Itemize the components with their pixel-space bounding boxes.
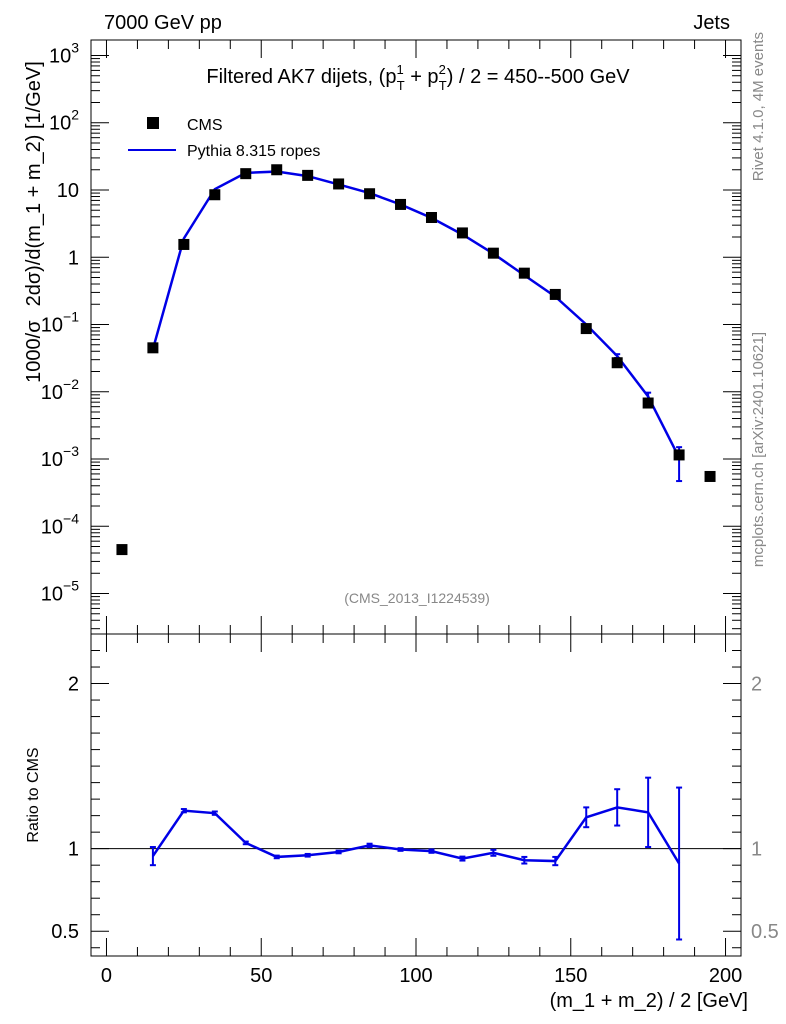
title-sub2: T bbox=[439, 78, 447, 93]
xtick-label: 150 bbox=[554, 965, 587, 987]
legend-label-cms: CMS bbox=[187, 117, 223, 134]
ratio-axis-ticks: 0.5 0.5 1 1 2 2 0 50 100 150 200 bbox=[51, 634, 779, 987]
cms-data-point bbox=[240, 168, 252, 180]
pythia-curve bbox=[151, 170, 681, 459]
main-ytick-base: 10 bbox=[41, 584, 63, 606]
cms-data-point bbox=[364, 188, 376, 200]
xtick-label: 200 bbox=[709, 965, 742, 987]
main-ytick-label: 10−2 bbox=[41, 376, 79, 404]
cms-data-point bbox=[116, 544, 128, 556]
cms-data-point bbox=[209, 189, 221, 201]
ratio-ytick-label-right: 2 bbox=[751, 674, 762, 696]
cms-data-point bbox=[518, 267, 530, 279]
title-prefix: Filtered AK7 dijets, (p bbox=[206, 66, 396, 88]
legend-marker-cms bbox=[147, 117, 159, 129]
ratio-curve bbox=[151, 806, 681, 865]
cms-data-layer bbox=[116, 164, 716, 556]
cms-data-point bbox=[302, 169, 314, 181]
analysis-tag: (CMS_2013_I1224539) bbox=[344, 590, 490, 606]
pythia-curve-layer bbox=[151, 170, 683, 483]
cms-data-point bbox=[456, 227, 468, 239]
main-ytick-base: 10 bbox=[49, 113, 71, 135]
ratio-ylabel: Ratio to CMS bbox=[25, 747, 42, 842]
main-ytick-label: 10 bbox=[57, 180, 79, 202]
main-ytick-exp: −5 bbox=[63, 578, 79, 594]
ratio-ytick-label-left: 2 bbox=[68, 674, 79, 696]
cms-data-point bbox=[580, 323, 592, 335]
main-ytick-label: 103 bbox=[49, 39, 79, 67]
title-suffix: ) / 2 = 450--500 GeV bbox=[447, 66, 631, 88]
main-ytick-base: 10 bbox=[41, 382, 63, 404]
main-ytick-exp: −3 bbox=[63, 443, 79, 459]
main-ytick-exp: 3 bbox=[71, 39, 79, 55]
xtick-label: 50 bbox=[250, 965, 272, 987]
ratio-ytick-label-right: 1 bbox=[751, 839, 762, 861]
rivet-label: Rivet 4.1.0, 4M events bbox=[750, 32, 767, 181]
main-ytick-label: 10−5 bbox=[41, 578, 79, 606]
main-ytick-exp: −1 bbox=[63, 309, 79, 325]
main-ytick-base: 10 bbox=[49, 45, 71, 67]
ratio-ytick-label-left: 1 bbox=[68, 839, 79, 861]
cms-data-point bbox=[333, 178, 345, 190]
cms-data-point bbox=[673, 449, 685, 461]
main-ytick-label: 10−4 bbox=[41, 510, 79, 538]
main-ytick-exp: −2 bbox=[63, 376, 79, 392]
cms-data-point bbox=[178, 238, 190, 250]
main-ytick-label: 10−1 bbox=[41, 309, 79, 337]
ratio-ytick-label-left: 0.5 bbox=[51, 921, 79, 943]
header-right: Jets bbox=[693, 12, 730, 34]
main-ytick-label: 1 bbox=[68, 247, 79, 269]
main-ytick-base: 10 bbox=[41, 516, 63, 538]
legend-label-pythia: Pythia 8.315 ropes bbox=[187, 143, 320, 160]
xtick-label: 100 bbox=[399, 965, 432, 987]
main-ytick-base: 1 bbox=[68, 247, 79, 269]
cms-data-point bbox=[425, 212, 437, 224]
title-sup2: 2 bbox=[439, 62, 446, 77]
main-ytick-label: 102 bbox=[49, 107, 79, 135]
main-ytick-base: 10 bbox=[41, 315, 63, 337]
title-sub1: T bbox=[397, 78, 405, 93]
mcplots-label: mcplots.cern.ch [arXiv:2401.10621] bbox=[750, 332, 767, 567]
xtick-label: 0 bbox=[101, 965, 112, 987]
main-ylabel-prefix: 1000/σ bbox=[23, 320, 45, 383]
cms-data-point bbox=[549, 288, 561, 300]
ratio-curve-layer bbox=[149, 776, 683, 941]
main-ytick-exp: 2 bbox=[71, 107, 79, 123]
main-ytick-base: 10 bbox=[41, 449, 63, 471]
ratio-frame bbox=[90, 633, 742, 957]
cms-data-point bbox=[271, 164, 283, 176]
cms-data-point bbox=[642, 397, 654, 409]
cms-data-point bbox=[487, 247, 499, 259]
header-left: 7000 GeV pp bbox=[104, 12, 222, 34]
xlabel: (m_1 + m_2) / 2 [GeV] bbox=[550, 990, 748, 1012]
main-ytick-label: 10−3 bbox=[41, 443, 79, 471]
cms-data-point bbox=[395, 198, 407, 210]
main-ylabel-suffix: 2dσ)/d(m_1 + m_2) [1/GeV] bbox=[23, 61, 45, 306]
cms-data-point bbox=[704, 470, 716, 482]
main-ylabel: 1000/σ 2dσ)/d(m_1 + m_2) [1/GeV] bbox=[23, 61, 45, 383]
title-sup1: 1 bbox=[396, 62, 403, 77]
main-ytick-base: 10 bbox=[57, 180, 79, 202]
cms-data-point bbox=[147, 342, 159, 354]
ratio-ytick-label-right: 0.5 bbox=[751, 921, 779, 943]
title-mid: + p bbox=[405, 66, 439, 88]
main-ytick-exp: −4 bbox=[63, 510, 79, 526]
cms-data-point bbox=[611, 357, 623, 369]
chart-title: Filtered AK7 dijets, (p1 T + p2 T) / 2 = 4… bbox=[206, 62, 630, 93]
